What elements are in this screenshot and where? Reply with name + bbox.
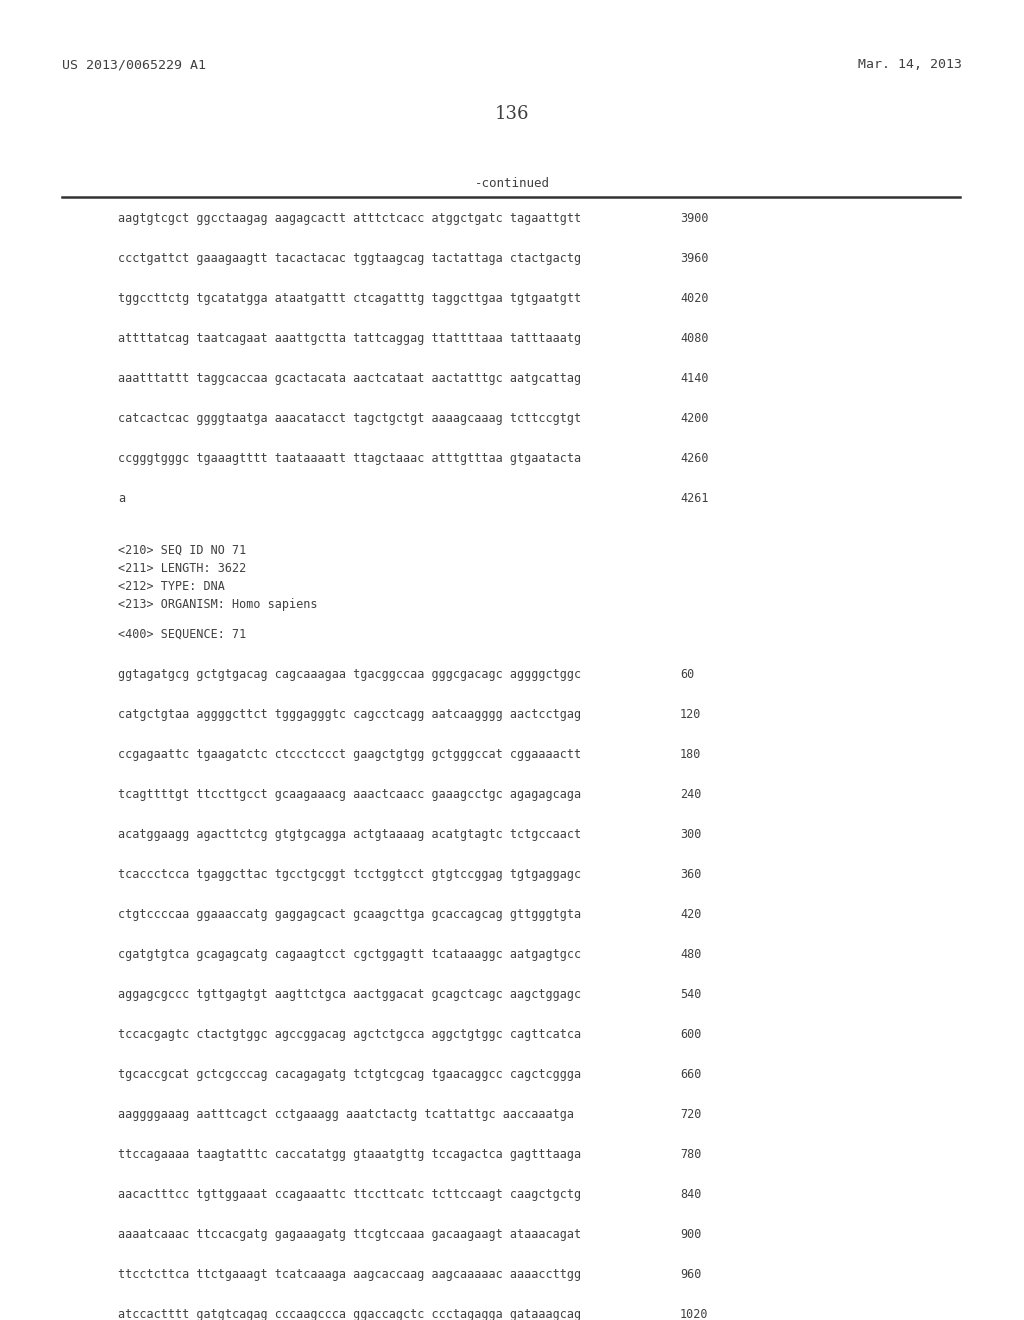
Text: US 2013/0065229 A1: US 2013/0065229 A1 (62, 58, 206, 71)
Text: 300: 300 (680, 828, 701, 841)
Text: <210> SEQ ID NO 71: <210> SEQ ID NO 71 (118, 544, 246, 557)
Text: 60: 60 (680, 668, 694, 681)
Text: 4260: 4260 (680, 451, 709, 465)
Text: ccctgattct gaaagaagtt tacactacac tggtaagcag tactattaga ctactgactg: ccctgattct gaaagaagtt tacactacac tggtaag… (118, 252, 582, 265)
Text: 600: 600 (680, 1028, 701, 1041)
Text: 4140: 4140 (680, 372, 709, 385)
Text: 1020: 1020 (680, 1308, 709, 1320)
Text: atccactttt gatgtcagag cccaagccca ggaccagctc ccctagagga gataaagcag: atccactttt gatgtcagag cccaagccca ggaccag… (118, 1308, 582, 1320)
Text: 840: 840 (680, 1188, 701, 1201)
Text: 360: 360 (680, 869, 701, 880)
Text: attttatcag taatcagaat aaattgctta tattcaggag ttattttaaa tatttaaatg: attttatcag taatcagaat aaattgctta tattcag… (118, 333, 582, 345)
Text: 240: 240 (680, 788, 701, 801)
Text: ggtagatgcg gctgtgacag cagcaaagaa tgacggccaa gggcgacagc aggggctggc: ggtagatgcg gctgtgacag cagcaaagaa tgacggc… (118, 668, 582, 681)
Text: ccgagaattc tgaagatctc ctccctccct gaagctgtgg gctgggccat cggaaaactt: ccgagaattc tgaagatctc ctccctccct gaagctg… (118, 748, 582, 762)
Text: 4020: 4020 (680, 292, 709, 305)
Text: 420: 420 (680, 908, 701, 921)
Text: 4261: 4261 (680, 492, 709, 506)
Text: tcaccctcca tgaggcttac tgcctgcggt tcctggtcct gtgtccggag tgtgaggagc: tcaccctcca tgaggcttac tgcctgcggt tcctggt… (118, 869, 582, 880)
Text: tccacgagtc ctactgtggc agccggacag agctctgcca aggctgtggc cagttcatca: tccacgagtc ctactgtggc agccggacag agctctg… (118, 1028, 582, 1041)
Text: a: a (118, 492, 125, 506)
Text: ctgtccccaa ggaaaccatg gaggagcact gcaagcttga gcaccagcag gttgggtgta: ctgtccccaa ggaaaccatg gaggagcact gcaagct… (118, 908, 582, 921)
Text: 4200: 4200 (680, 412, 709, 425)
Text: aaggggaaag aatttcagct cctgaaagg aaatctactg tcattattgc aaccaaatga: aaggggaaag aatttcagct cctgaaagg aaatctac… (118, 1107, 574, 1121)
Text: 960: 960 (680, 1269, 701, 1280)
Text: aaaatcaaac ttccacgatg gagaaagatg ttcgtccaaa gacaagaagt ataaacagat: aaaatcaaac ttccacgatg gagaaagatg ttcgtcc… (118, 1228, 582, 1241)
Text: aacactttcc tgttggaaat ccagaaattc ttccttcatc tcttccaagt caagctgctg: aacactttcc tgttggaaat ccagaaattc ttccttc… (118, 1188, 582, 1201)
Text: <212> TYPE: DNA: <212> TYPE: DNA (118, 579, 225, 593)
Text: <213> ORGANISM: Homo sapiens: <213> ORGANISM: Homo sapiens (118, 598, 317, 611)
Text: 480: 480 (680, 948, 701, 961)
Text: ttccagaaaa taagtatttc caccatatgg gtaaatgttg tccagactca gagtttaaga: ttccagaaaa taagtatttc caccatatgg gtaaatg… (118, 1148, 582, 1162)
Text: <211> LENGTH: 3622: <211> LENGTH: 3622 (118, 562, 246, 576)
Text: -continued: -continued (474, 177, 550, 190)
Text: acatggaagg agacttctcg gtgtgcagga actgtaaaag acatgtagtc tctgccaact: acatggaagg agacttctcg gtgtgcagga actgtaa… (118, 828, 582, 841)
Text: aggagcgccc tgttgagtgt aagttctgca aactggacat gcagctcagc aagctggagc: aggagcgccc tgttgagtgt aagttctgca aactgga… (118, 987, 582, 1001)
Text: ttcctcttca ttctgaaagt tcatcaaaga aagcaccaag aagcaaaaac aaaaccttgg: ttcctcttca ttctgaaagt tcatcaaaga aagcacc… (118, 1269, 582, 1280)
Text: tgcaccgcat gctcgcccag cacagagatg tctgtcgcag tgaacaggcc cagctcggga: tgcaccgcat gctcgcccag cacagagatg tctgtcg… (118, 1068, 582, 1081)
Text: Mar. 14, 2013: Mar. 14, 2013 (858, 58, 962, 71)
Text: ccgggtgggc tgaaagtttt taataaaatt ttagctaaac atttgtttaa gtgaatacta: ccgggtgggc tgaaagtttt taataaaatt ttagcta… (118, 451, 582, 465)
Text: cgatgtgtca gcagagcatg cagaagtcct cgctggagtt tcataaaggc aatgagtgcc: cgatgtgtca gcagagcatg cagaagtcct cgctgga… (118, 948, 582, 961)
Text: 720: 720 (680, 1107, 701, 1121)
Text: 180: 180 (680, 748, 701, 762)
Text: <400> SEQUENCE: 71: <400> SEQUENCE: 71 (118, 628, 246, 642)
Text: 660: 660 (680, 1068, 701, 1081)
Text: 540: 540 (680, 987, 701, 1001)
Text: 3960: 3960 (680, 252, 709, 265)
Text: 136: 136 (495, 106, 529, 123)
Text: catcactcac ggggtaatga aaacatacct tagctgctgt aaaagcaaag tcttccgtgt: catcactcac ggggtaatga aaacatacct tagctgc… (118, 412, 582, 425)
Text: aagtgtcgct ggcctaagag aagagcactt atttctcacc atggctgatc tagaattgtt: aagtgtcgct ggcctaagag aagagcactt atttctc… (118, 213, 582, 224)
Text: 4080: 4080 (680, 333, 709, 345)
Text: aaatttattt taggcaccaa gcactacata aactcataat aactatttgc aatgcattag: aaatttattt taggcaccaa gcactacata aactcat… (118, 372, 582, 385)
Text: tggccttctg tgcatatgga ataatgattt ctcagatttg taggcttgaa tgtgaatgtt: tggccttctg tgcatatgga ataatgattt ctcagat… (118, 292, 582, 305)
Text: 780: 780 (680, 1148, 701, 1162)
Text: 900: 900 (680, 1228, 701, 1241)
Text: 120: 120 (680, 708, 701, 721)
Text: 3900: 3900 (680, 213, 709, 224)
Text: tcagttttgt ttccttgcct gcaagaaacg aaactcaacc gaaagcctgc agagagcaga: tcagttttgt ttccttgcct gcaagaaacg aaactca… (118, 788, 582, 801)
Text: catgctgtaa aggggcttct tgggagggtc cagcctcagg aatcaagggg aactcctgag: catgctgtaa aggggcttct tgggagggtc cagcctc… (118, 708, 582, 721)
